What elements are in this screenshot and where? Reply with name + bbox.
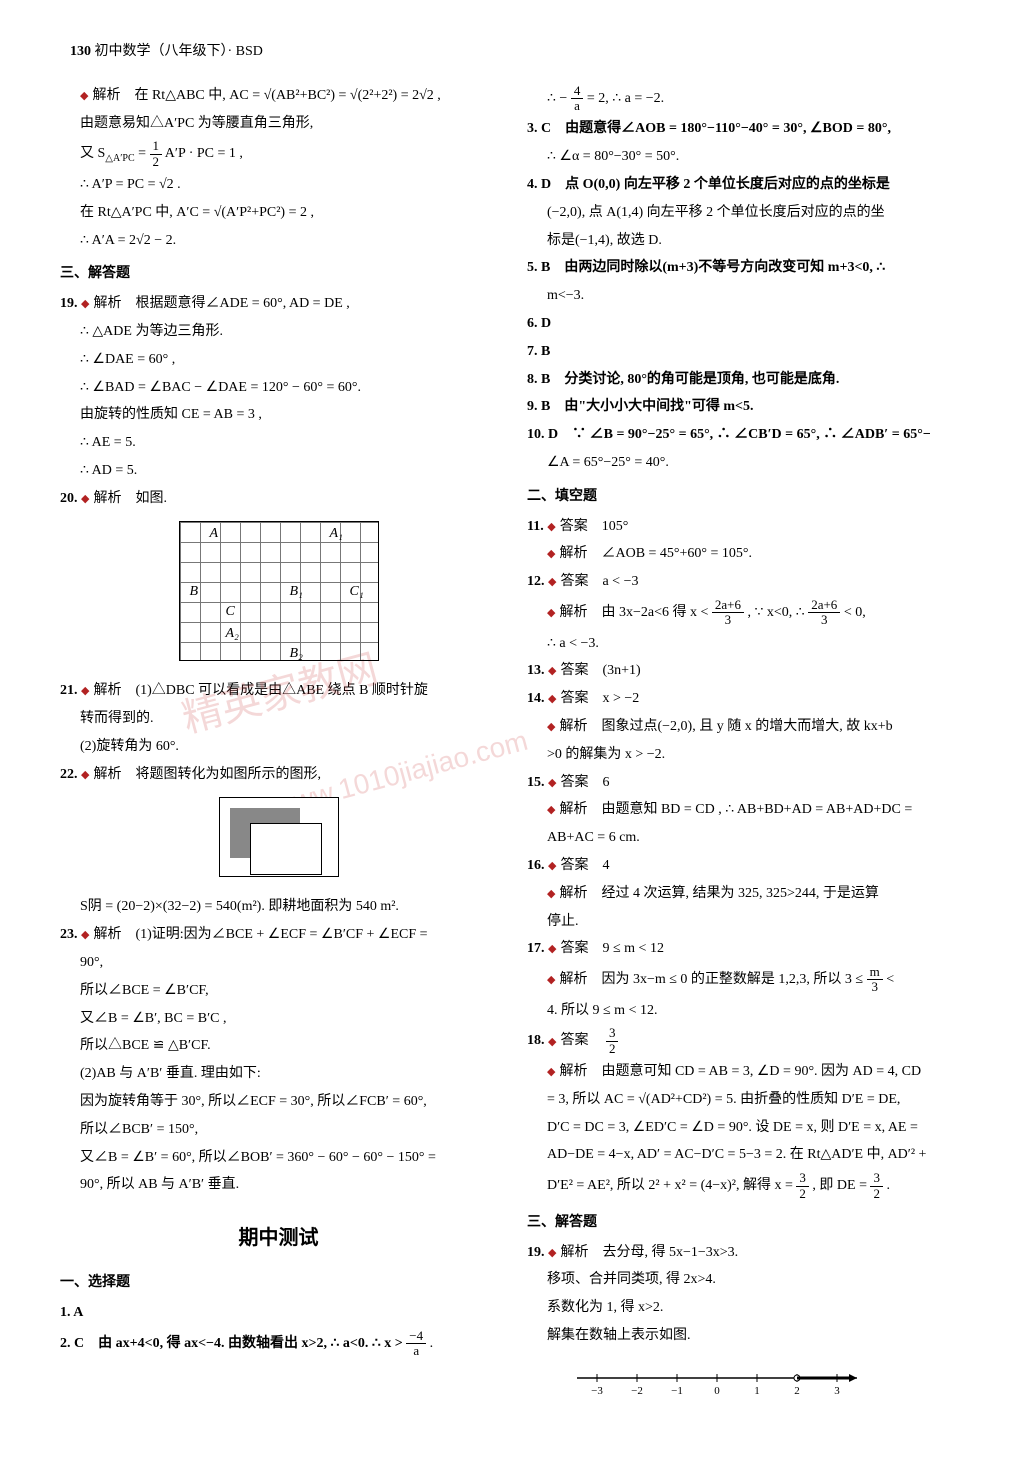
number-line: −3 −2 −1 0 1 2 3 <box>527 1358 964 1407</box>
q19-g: ∴ AD = 5. <box>60 459 497 483</box>
svg-text:−1: −1 <box>671 1385 683 1397</box>
q23: 23. ◆解析 (1)证明:因为∠BCE + ∠ECF = ∠B′CF + ∠E… <box>60 923 497 947</box>
q19-e: 由旋转的性质知 CE = AB = 3 , <box>60 403 497 427</box>
section-fill: 二、填空题 <box>527 485 964 509</box>
rq4c: 标是(−1,4), 故选 D. <box>527 229 964 253</box>
section-solve: 三、解答题 <box>527 1211 964 1235</box>
rq17e2: 4. 所以 9 ≤ m < 12. <box>527 999 964 1023</box>
q22: 22. ◆解析 将题图转化为如图所示的图形, <box>60 763 497 787</box>
page: 精英家教网 www.1010jiajiao.com 130 初中数学（八年级下）… <box>60 40 964 1417</box>
lq1: 1. A <box>60 1301 497 1325</box>
rq4: 4. D 点 O(0,0) 向左平移 2 个单位长度后对应的点的坐标是 <box>527 173 964 197</box>
q23-g: 因为旋转角等于 30°, 所以∠ECF = 30°, 所以∠FCB′ = 60°… <box>60 1090 497 1114</box>
rq15: 15. ◆答案 6 <box>527 771 964 795</box>
svg-text:3: 3 <box>834 1385 840 1397</box>
rq19b: 移项、合并同类项, 得 2x>4. <box>527 1268 964 1292</box>
q19-b: ∴ △ADE 为等边三角形. <box>60 320 497 344</box>
rq6: 6. D <box>527 312 964 336</box>
q22-figure <box>60 797 497 886</box>
rq3b: ∴ ∠α = 80°−30° = 50°. <box>527 145 964 169</box>
q19-d: ∴ ∠BAD = ∠BAC − ∠DAE = 120° − 60° = 60°. <box>60 376 497 400</box>
rq10: 10. D ∵ ∠B = 90°−25° = 65°, ∴ ∠CB′D = 65… <box>527 423 964 447</box>
rq14e2: >0 的解集为 x > −2. <box>527 743 964 767</box>
q20-figure: A B C A₁ B₁ C₁ A₂ B₂ <box>60 521 497 670</box>
rq8: 8. B 分类讨论, 80°的角可能是顶角, 也可能是底角. <box>527 368 964 392</box>
page-header: 130 初中数学（八年级下）· BSD <box>60 40 964 64</box>
q21-b: 转而得到的. <box>60 707 497 731</box>
left-l6: ∴ A′A = 2√2 − 2. <box>60 229 497 253</box>
q23-e: 所以△BCE ≌ △B′CF. <box>60 1034 497 1058</box>
section-choice: 一、选择题 <box>60 1271 497 1295</box>
q23-b: 90°, <box>60 951 497 975</box>
left-l4: ∴ A′P = PC = √2 . <box>60 173 497 197</box>
section-three: 三、解答题 <box>60 262 497 286</box>
rq11: 11. ◆答案 105° <box>527 515 964 539</box>
q23-j: 90°, 所以 AB 与 A′B′ 垂直. <box>60 1173 497 1197</box>
q19-c: ∴ ∠DAE = 60° , <box>60 348 497 372</box>
midterm-title: 期中测试 <box>60 1221 497 1255</box>
svg-text:−3: −3 <box>591 1385 603 1397</box>
rq12: 12. ◆答案 a < −3 <box>527 570 964 594</box>
q19-f: ∴ AE = 5. <box>60 431 497 455</box>
q21-c: (2)旋转角为 60°. <box>60 735 497 759</box>
rq19: 19. ◆解析 去分母, 得 5x−1−3x>3. <box>527 1241 964 1265</box>
rq14: 14. ◆答案 x > −2 <box>527 687 964 711</box>
page-title: 初中数学（八年级下）· BSD <box>95 44 263 59</box>
rq12d: ∴ a < −3. <box>527 632 964 656</box>
columns: ◆解析 在 Rt△ABC 中, AC = √(AB²+BC²) = √(2²+2… <box>60 84 964 1417</box>
rq16e2: 停止. <box>527 910 964 934</box>
lq2: 2. C 由 ax+4<0, 得 ax<−4. 由数轴看出 x>2, ∴ a<0… <box>60 1329 497 1359</box>
q21: 21. ◆解析 (1)△DBC 可以看成是由△ABE 绕点 B 顺时针旋 <box>60 679 497 703</box>
svg-text:−2: −2 <box>631 1385 643 1397</box>
rq12e: ◆解析 由 3x−2a<6 得 x < 2a+63 , ∵ x<0, ∴ 2a+… <box>527 598 964 628</box>
rq5b: m<−3. <box>527 284 964 308</box>
q23-f: (2)AB 与 A′B′ 垂直. 理由如下: <box>60 1062 497 1086</box>
rq19c: 系数化为 1, 得 x>2. <box>527 1296 964 1320</box>
svg-text:2: 2 <box>794 1385 800 1397</box>
left-l3: 又 S△A′PC = 12 A′P · PC = 1 , <box>60 139 497 169</box>
numline-svg: −3 −2 −1 0 1 2 3 <box>567 1358 867 1398</box>
left-l5: 在 Rt△A′PC 中, A′C = √(A′P²+PC²) = 2 , <box>60 201 497 225</box>
q19: 19. ◆解析 根据题意得∠ADE = 60°, AD = DE , <box>60 292 497 316</box>
q23-h: 所以∠BCB′ = 150°, <box>60 1118 497 1142</box>
rq16: 16. ◆答案 4 <box>527 854 964 878</box>
rq16e: ◆解析 经过 4 次运算, 结果为 325, 325>244, 于是运算 <box>527 882 964 906</box>
rq10b: ∠A = 65°−25° = 40°. <box>527 451 964 475</box>
q20: 20. ◆解析 如图. <box>60 487 497 511</box>
rq4b: (−2,0), 点 A(1,4) 向左平移 2 个单位长度后对应的点的坐 <box>527 201 964 225</box>
left-l2: 由题意易知△A′PC 为等腰直角三角形, <box>60 112 497 136</box>
svg-text:1: 1 <box>754 1385 760 1397</box>
grid-figure: A B C A₁ B₁ C₁ A₂ B₂ <box>179 521 379 661</box>
rq5: 5. B 由两边同时除以(m+3)不等号方向改变可知 m+3<0, ∴ <box>527 256 964 280</box>
rq18e3: D′C = DC = 3, ∠ED′C = ∠D = 90°. 设 DE = x… <box>527 1116 964 1140</box>
q23-d: 又∠B = ∠B′, BC = B′C , <box>60 1007 497 1031</box>
right-column: ∴ − 4a = 2, ∴ a = −2. 3. C 由题意得∠AOB = 18… <box>527 84 964 1417</box>
rq3: 3. C 由题意得∠AOB = 180°−110°−40° = 30°, ∠BO… <box>527 117 964 141</box>
rq17e: ◆解析 因为 3x−m ≤ 0 的正整数解是 1,2,3, 所以 3 ≤ m3 … <box>527 965 964 995</box>
rq7: 7. B <box>527 340 964 364</box>
rq18e2: = 3, 所以 AC = √(AD²+CD²) = 5. 由折叠的性质知 D′E… <box>527 1088 964 1112</box>
rq14e: ◆解析 图象过点(−2,0), 且 y 随 x 的增大而增大, 故 kx+b <box>527 715 964 739</box>
rq18e1: ◆解析 由题意可知 CD = AB = 3, ∠D = 90°. 因为 AD =… <box>527 1060 964 1084</box>
q23-c: 所以∠BCE = ∠B′CF, <box>60 979 497 1003</box>
rq9: 9. B 由"大小小大中间找"可得 m<5. <box>527 395 964 419</box>
rq19d: 解集在数轴上表示如图. <box>527 1324 964 1348</box>
rq17: 17. ◆答案 9 ≤ m < 12 <box>527 937 964 961</box>
r0: ∴ − 4a = 2, ∴ a = −2. <box>527 84 964 114</box>
rq18e4: AD−DE = 4−x, AD′ = AC−D′C = 5−3 = 2. 在 R… <box>527 1143 964 1167</box>
left-l1: ◆解析 在 Rt△ABC 中, AC = √(AB²+BC²) = √(2²+2… <box>60 84 497 108</box>
left-column: ◆解析 在 Rt△ABC 中, AC = √(AB²+BC²) = √(2²+2… <box>60 84 497 1417</box>
rq18: 18. ◆答案 32 <box>527 1026 964 1056</box>
page-number: 130 <box>70 44 91 59</box>
rq15e2: AB+AC = 6 cm. <box>527 826 964 850</box>
small-figure <box>219 797 339 877</box>
rq13: 13. ◆答案 (3n+1) <box>527 659 964 683</box>
svg-text:0: 0 <box>714 1385 720 1397</box>
q22-b: S阴 = (20−2)×(32−2) = 540(m²). 即耕地面积为 540… <box>60 895 497 919</box>
rq18e5: D′E² = AE², 所以 2² + x² = (4−x)², 解得 x = … <box>527 1171 964 1201</box>
q23-i: 又∠B = ∠B′ = 60°, 所以∠BOB′ = 360° − 60° − … <box>60 1146 497 1170</box>
rq15e: ◆解析 由题意知 BD = CD , ∴ AB+BD+AD = AB+AD+DC… <box>527 798 964 822</box>
rq11e: ◆解析 ∠AOB = 45°+60° = 105°. <box>527 542 964 566</box>
